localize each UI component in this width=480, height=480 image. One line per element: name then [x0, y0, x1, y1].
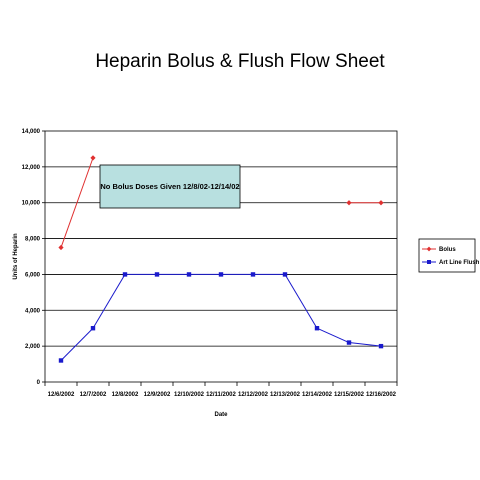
annotation-text: No Bolus Doses Given 12/8/02-12/14/02 — [100, 182, 239, 191]
y-tick-label: 2,000 — [25, 344, 41, 350]
x-tick-label: 12/13/2002 — [270, 392, 301, 398]
x-tick-label: 12/14/2002 — [302, 392, 333, 398]
data-point — [346, 200, 352, 206]
y-tick-label: 14,000 — [22, 129, 41, 135]
data-point — [122, 272, 128, 277]
x-axis-label: Date — [214, 412, 228, 418]
series-art-line-flush — [58, 272, 384, 363]
x-tick-label: 12/6/2002 — [48, 392, 75, 398]
series-line — [348, 342, 382, 347]
legend-item: Bolus — [422, 246, 456, 253]
legend: Bolus Art Line Flush — [418, 238, 480, 273]
series-line — [60, 157, 94, 248]
y-tick-label: 10,000 — [22, 201, 41, 207]
x-tick-label: 12/16/2002 — [366, 392, 397, 398]
legend-label: Bolus — [439, 247, 456, 253]
data-point — [90, 326, 96, 331]
data-point — [218, 272, 224, 277]
y-tick-label: 0 — [37, 380, 41, 386]
legend-box — [418, 238, 476, 273]
x-tick-label: 12/12/2002 — [238, 392, 269, 398]
annotation-box — [99, 164, 241, 209]
data-point — [314, 326, 320, 331]
series-bolus — [58, 155, 384, 251]
data-point — [154, 272, 160, 277]
data-point — [378, 343, 384, 349]
series-layer — [58, 155, 384, 363]
x-tick-label: 12/9/2002 — [144, 392, 171, 398]
y-axis-label: Units of Heparin — [13, 233, 19, 280]
legend-item: Art Line Flush — [422, 260, 480, 266]
series-line — [92, 274, 126, 329]
series-line — [60, 327, 94, 361]
y-tick-label: 8,000 — [25, 237, 41, 243]
x-tick-label: 12/8/2002 — [112, 392, 139, 398]
y-tick-label: 6,000 — [25, 272, 41, 278]
x-tick-label: 12/7/2002 — [80, 392, 107, 398]
data-point — [58, 358, 64, 363]
data-point — [282, 272, 288, 277]
data-point — [346, 340, 352, 345]
y-tick-label: 4,000 — [25, 308, 41, 314]
x-tick-label: 12/11/2002 — [206, 392, 236, 398]
y-axis-ticks: 0 2,000 4,000 6,000 8,000 10,000 12,000 14,000 — [22, 129, 45, 386]
plot-area — [44, 130, 398, 383]
data-point — [186, 272, 192, 277]
y-tick-label: 12,000 — [22, 165, 41, 171]
data-point — [378, 200, 384, 206]
legend-label: Art Line Flush — [439, 260, 480, 266]
legend-marker — [427, 260, 431, 264]
annotation: No Bolus Doses Given 12/8/02-12/14/02 — [99, 164, 241, 209]
series-line — [284, 274, 318, 329]
x-axis-ticks: 12/6/2002 12/7/2002 12/8/2002 12/9/2002 12/1… — [44, 382, 398, 398]
data-point — [58, 244, 64, 251]
chart-title: Heparin Bolus & Flush Flow Sheet — [95, 51, 385, 72]
x-tick-label: 12/10/2002 — [174, 392, 205, 398]
x-tick-label: 12/15/2002 — [334, 392, 365, 398]
data-point — [90, 155, 96, 161]
legend-marker — [426, 246, 432, 252]
series-line — [316, 327, 350, 344]
data-point — [250, 272, 256, 277]
